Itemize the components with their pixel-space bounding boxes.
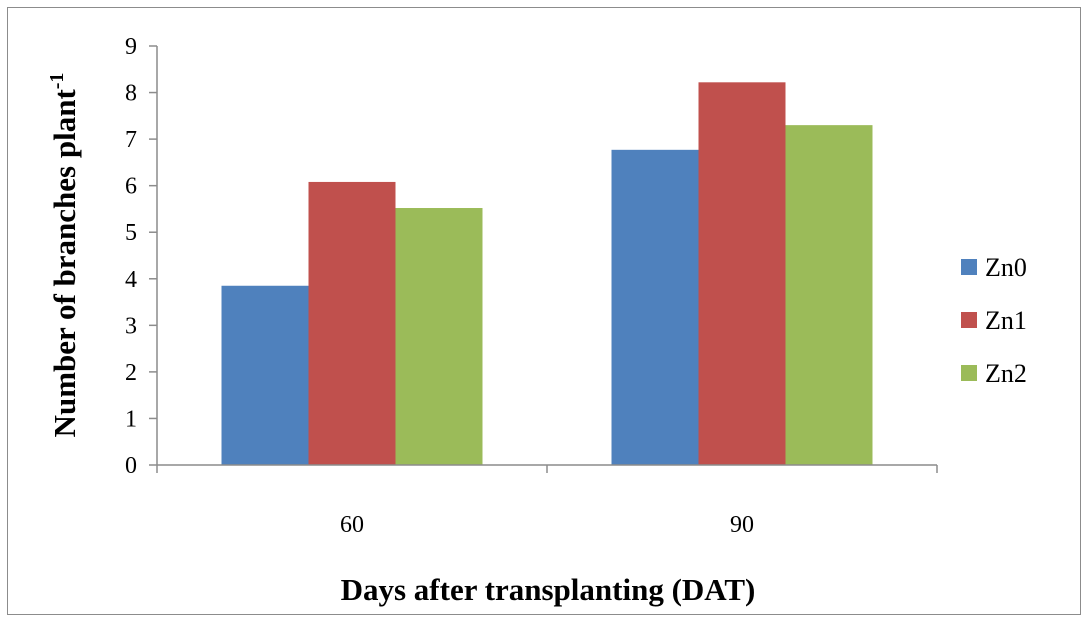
legend: Zn0 Zn1 Zn2	[961, 253, 1027, 388]
legend-label-zn1: Zn1	[985, 306, 1027, 335]
y-tick-label: 3	[125, 313, 137, 339]
bar-zn2-60	[395, 208, 483, 465]
bar-zn2-90	[785, 125, 873, 466]
legend-label-zn0: Zn0	[985, 253, 1027, 282]
y-tick-label: 8	[125, 81, 137, 107]
bars-group	[221, 82, 873, 466]
y-tick-label: 9	[125, 34, 137, 60]
y-tick-label: 5	[125, 220, 137, 246]
y-tick-label: 4	[125, 267, 137, 293]
legend-swatch-zn1	[961, 312, 977, 328]
bar-zn1-60	[308, 181, 396, 466]
bar-zn1-90	[698, 82, 786, 466]
legend-swatch-zn0	[961, 259, 977, 275]
y-axis-ticks: 0 1 2 3 4 5 6 7 8 9	[125, 34, 157, 479]
y-tick-label: 0	[125, 453, 137, 479]
chart-area	[7, 7, 1081, 615]
legend-swatch-zn2	[961, 365, 977, 381]
x-axis-ticks: 60 90	[156, 465, 938, 538]
x-tick-label-60: 60	[340, 512, 364, 538]
bar-zn0-90	[611, 149, 699, 465]
bar-zn0-60	[221, 285, 309, 465]
y-axis-title: Number of branches plant-1	[46, 73, 82, 438]
y-axis-title-text: Number of branches plant	[47, 89, 82, 438]
legend-label-zn2: Zn2	[985, 359, 1027, 388]
y-tick-label: 2	[125, 360, 137, 386]
y-tick-label: 1	[125, 406, 137, 432]
y-tick-label: 7	[125, 127, 137, 153]
y-tick-label: 6	[125, 174, 137, 200]
y-axis-title-superscript: -1	[46, 73, 68, 90]
x-axis-title: Days after transplanting (DAT)	[341, 572, 756, 607]
x-tick-label-90: 90	[730, 512, 754, 538]
